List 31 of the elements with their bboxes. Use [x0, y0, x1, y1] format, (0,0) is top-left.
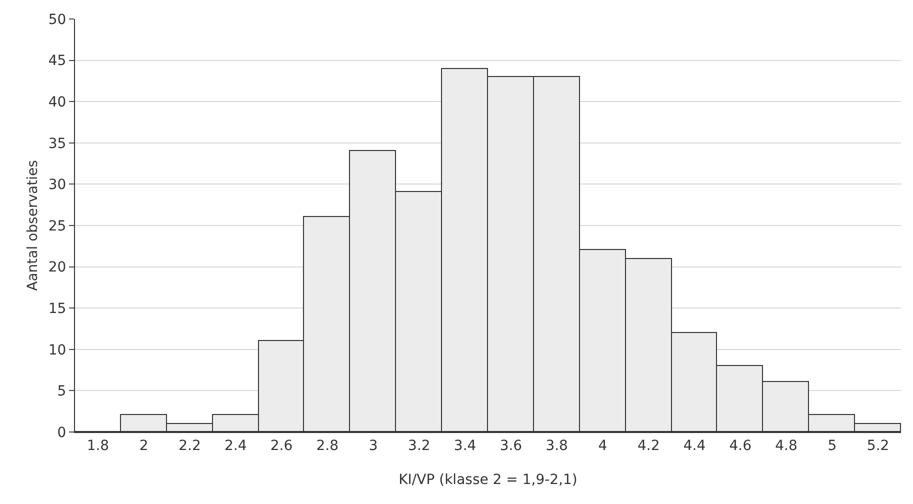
- x-tick-label: 2.2: [178, 438, 201, 454]
- y-tick-label: 45: [48, 53, 66, 70]
- y-tick-label: 35: [48, 136, 66, 152]
- x-tick-label: 4.8: [775, 438, 798, 454]
- y-axis-title: Aantal observaties: [25, 160, 41, 291]
- x-tick-label: 4.6: [729, 438, 752, 454]
- y-tick-label: 0: [57, 424, 66, 441]
- x-tick-label: 3.4: [454, 438, 476, 454]
- x-tick-label: 3.2: [408, 438, 430, 454]
- x-tick-label: 2.4: [224, 438, 247, 454]
- x-tick-label: 4.2: [637, 438, 660, 454]
- y-tick-label: 30: [48, 177, 66, 194]
- y-tick-label: 25: [48, 218, 66, 234]
- y-tick-label: 10: [48, 342, 66, 358]
- x-tick-label: 3: [368, 438, 378, 454]
- x-tick-label: 5: [828, 438, 837, 454]
- x-tick-label: 1.8: [86, 438, 110, 454]
- x-axis-title: KI/VP (klasse 2 = 1,9-2,1): [398, 472, 578, 488]
- x-tick-label: 2: [139, 438, 148, 454]
- y-tick-label: 15: [48, 301, 66, 317]
- x-tick-label: 4: [598, 438, 608, 454]
- y-tick-label: 40: [48, 94, 66, 110]
- x-tick-label: 5.2: [866, 438, 890, 454]
- y-tick-label: 50: [48, 12, 66, 28]
- y-tick-label: 5: [57, 384, 66, 400]
- x-tick-label: 3.6: [500, 438, 522, 454]
- x-tick-label: 2.6: [270, 438, 293, 454]
- x-tick-label: 4.4: [683, 438, 706, 454]
- x-tick-label: 2.8: [316, 438, 339, 454]
- y-tick-label: 20: [48, 260, 66, 276]
- x-tick-label: 3.8: [546, 438, 568, 454]
